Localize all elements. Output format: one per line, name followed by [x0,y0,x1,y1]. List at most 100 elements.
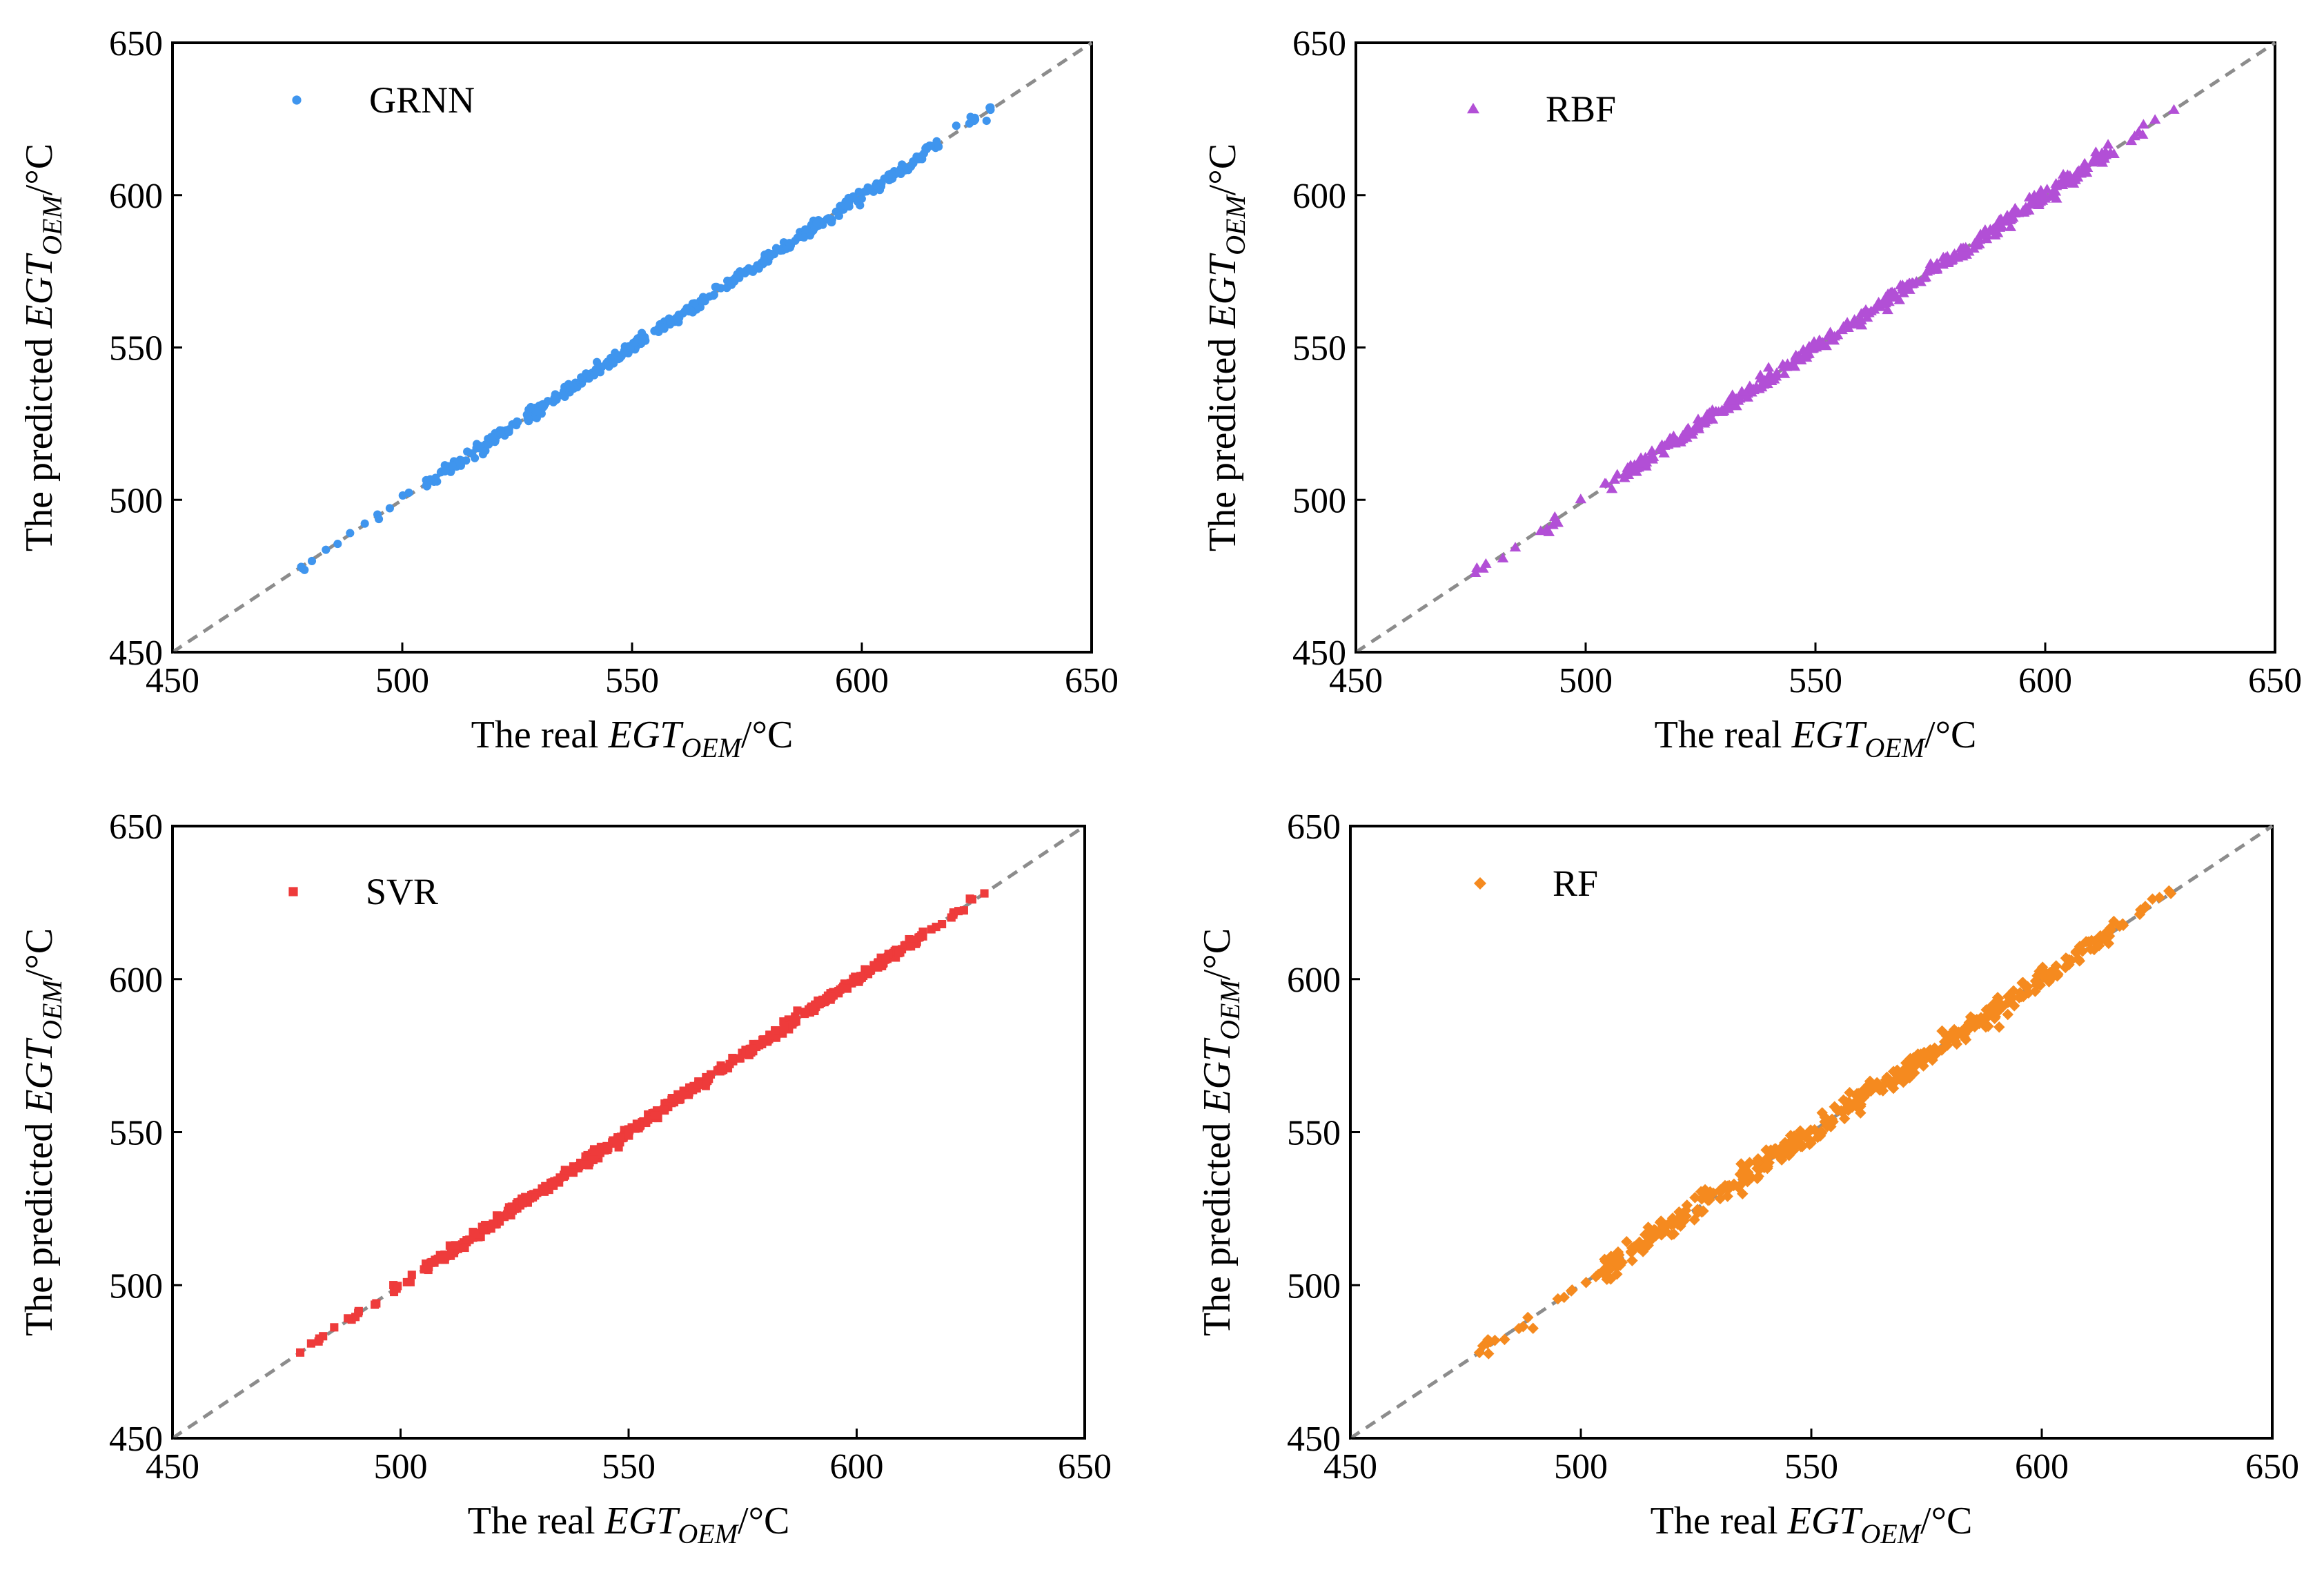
data-point [385,504,394,513]
data-point [496,429,505,439]
data-point [1960,242,1972,252]
x-tick-label: 550 [605,661,659,700]
data-point [1968,243,1980,253]
data-point [1549,511,1561,521]
data-point [560,1166,569,1175]
legend-marker [1474,877,1486,890]
y-axis-title-suffix: /°C [1196,928,1239,980]
data-point [513,417,522,426]
data-point [800,233,809,242]
data-point [1893,294,1905,304]
data-point [801,1008,810,1017]
data-point [677,1091,686,1100]
data-point [1668,430,1680,440]
data-point [2168,104,2180,114]
reference-line [1355,41,2276,654]
x-tick-label: 550 [1784,1447,1838,1487]
x-tick-label: 450 [146,661,199,700]
legend-label: GRNN [369,79,475,121]
data-point [1881,1071,1893,1083]
data-point [2108,148,2120,158]
data-point [1793,351,1806,361]
chart-panel-rf: 450 500 550 600 650 450 500 550 600 650 The real E… [1196,807,2299,1549]
data-point [1621,1235,1633,1248]
data-point [2134,908,2146,921]
data-point [1918,1046,1930,1059]
legend: SVR [288,871,438,912]
data-point [1611,469,1624,479]
data-point [1751,1173,1763,1184]
data-point [1904,1072,1916,1083]
x-tick-label: 600 [835,661,889,700]
data-point [2023,191,2036,202]
data-point [1714,1184,1726,1196]
data-point [2071,166,2083,177]
y-tick-label: 600 [1287,961,1341,1000]
data-point [1903,277,1916,288]
x-axis-title-prefix: The real [468,1500,605,1542]
data-point [844,200,853,209]
data-point [423,481,432,490]
x-axis-title-symbol: EGT [608,714,685,756]
data-point [1482,1334,1494,1346]
data-point [1978,1012,1990,1024]
y-tick-label: 550 [109,329,163,369]
data-point [398,491,407,500]
data-point [1631,466,1642,476]
data-point [460,1243,469,1253]
data-point [895,167,904,176]
x-axis-title-prefix: The real [1655,714,1792,756]
data-point [2018,206,2030,217]
data-point [1954,248,1966,258]
data-point [1895,1071,1908,1083]
data-point [754,263,762,272]
data-point [667,1093,676,1103]
data-point [296,1348,305,1357]
data-point [693,1080,703,1089]
data-point [354,1308,363,1317]
data-point [1737,1188,1749,1199]
data-point [441,467,450,475]
data-point [2139,901,2151,912]
data-point [1869,1080,1881,1092]
x-axis-title-subscript: OEM [681,732,742,763]
data-point [526,402,535,411]
data-point [914,155,923,164]
data-point [712,282,721,291]
data-point [767,250,776,259]
data-point [745,264,754,273]
data-point [824,214,833,223]
data-point [589,1155,598,1164]
data-point [765,1030,774,1039]
data-point [1993,1021,2005,1033]
data-point [1469,567,1481,577]
data-point [1710,406,1722,416]
data-point [1820,340,1832,351]
data-point [907,942,916,951]
data-point [375,515,384,524]
data-point [638,337,647,346]
data-point [1780,1137,1791,1149]
y-tick-label: 600 [109,961,163,1000]
data-point [1802,346,1813,356]
data-point [1989,230,2001,240]
data-point [462,1236,471,1245]
data-point [2102,139,2114,149]
data-point [1473,1346,1486,1359]
data-point [2074,955,2086,967]
data-point [1599,478,1611,488]
legend: RF [1474,863,1598,904]
y-axis-title-subscript: OEM [37,194,68,255]
data-point [480,447,489,456]
x-axis-title: The real EGTOEM/°C [471,714,794,763]
data-point [462,456,471,465]
legend: RBF [1467,88,1616,130]
data-point [2047,965,2059,977]
y-axis-title-suffix: /°C [18,928,61,980]
x-axis-title: The real EGTOEM/°C [1655,714,1977,763]
data-point [1633,1236,1646,1248]
data-point [1951,1038,1963,1050]
data-point [1993,219,2005,229]
data-point [1888,290,1900,300]
